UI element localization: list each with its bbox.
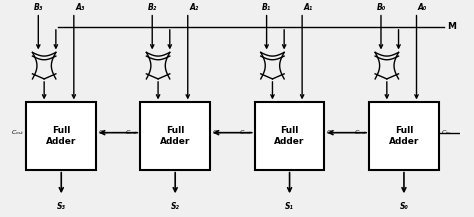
Text: B₀: B₀ <box>376 3 386 12</box>
Text: A₀: A₀ <box>418 3 427 12</box>
Text: $C_{in}$: $C_{in}$ <box>441 128 451 137</box>
Text: $C_{out}$: $C_{out}$ <box>239 128 253 137</box>
Text: S₁: S₁ <box>285 202 294 211</box>
Text: A₁: A₁ <box>303 3 313 12</box>
Text: A₃: A₃ <box>75 3 84 12</box>
Text: B₂: B₂ <box>147 3 157 12</box>
Text: Full
Adder: Full Adder <box>160 126 191 146</box>
Bar <box>255 102 325 170</box>
Text: S₀: S₀ <box>400 202 409 211</box>
Text: $C_{out}$: $C_{out}$ <box>11 128 25 137</box>
Bar <box>140 102 210 170</box>
Text: $C_{in}$: $C_{in}$ <box>326 128 337 137</box>
Text: M: M <box>447 22 456 31</box>
Text: A₂: A₂ <box>189 3 198 12</box>
Text: $C_{in}$: $C_{in}$ <box>98 128 108 137</box>
Text: Full
Adder: Full Adder <box>274 126 305 146</box>
Text: Full
Adder: Full Adder <box>46 126 76 146</box>
Text: S₂: S₂ <box>171 202 180 211</box>
Text: B₃: B₃ <box>34 3 43 12</box>
Text: $C_{in}$: $C_{in}$ <box>212 128 222 137</box>
Text: Full
Adder: Full Adder <box>389 126 419 146</box>
Bar <box>27 102 96 170</box>
Text: $C_{out}$: $C_{out}$ <box>125 128 138 137</box>
Text: S₃: S₃ <box>57 202 66 211</box>
Text: $C_{out}$: $C_{out}$ <box>354 128 367 137</box>
Bar <box>369 102 439 170</box>
Text: B₁: B₁ <box>262 3 271 12</box>
